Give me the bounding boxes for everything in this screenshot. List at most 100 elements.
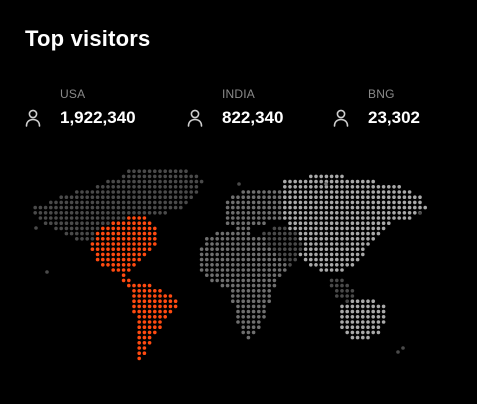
map-dot: [106, 247, 110, 251]
map-dot: [64, 195, 69, 199]
map-dot: [231, 289, 235, 293]
map-dot: [153, 289, 157, 293]
map-dot: [288, 211, 292, 215]
map-dot: [106, 226, 110, 231]
map-dot: [251, 205, 256, 210]
map-dot: [251, 211, 256, 215]
map-dot: [407, 211, 412, 215]
map-dot: [293, 179, 298, 184]
map-dot: [111, 263, 115, 267]
map-dot: [173, 169, 178, 173]
map-dot: [90, 195, 95, 199]
map-dot: [277, 237, 282, 241]
map-dot: [173, 195, 178, 199]
map-dot: [350, 237, 355, 241]
map-dot: [413, 211, 417, 215]
map-dot: [142, 195, 147, 199]
map-dot: [283, 205, 287, 210]
map-dot: [121, 195, 126, 199]
map-dot: [345, 304, 350, 309]
map-dot: [132, 211, 136, 215]
map-dot: [309, 242, 313, 246]
map-dot: [80, 195, 84, 199]
map-dot: [267, 211, 272, 215]
map-dot: [267, 283, 272, 288]
map-dot: [262, 263, 266, 267]
map-dot: [350, 315, 355, 319]
map-dot: [335, 226, 339, 231]
map-dot: [189, 185, 193, 189]
map-dot: [350, 335, 355, 340]
map-dot: [127, 211, 131, 215]
map-dot: [355, 226, 360, 231]
map-dot: [179, 185, 183, 189]
map-dot: [335, 174, 339, 179]
map-dot: [376, 216, 381, 220]
map-dot: [283, 179, 287, 184]
map-dot: [236, 216, 240, 220]
map-dot: [220, 283, 225, 288]
stat-value: 1,922,340: [60, 108, 136, 127]
map-dot: [277, 205, 282, 210]
map-dot: [277, 252, 282, 257]
map-dot: [210, 273, 214, 277]
map-dot: [225, 242, 230, 246]
map-dot: [127, 185, 131, 189]
map-dot: [335, 268, 339, 272]
map-dot: [142, 346, 147, 350]
map-dot: [158, 289, 162, 293]
map-dot: [132, 190, 136, 194]
map-dot: [418, 200, 422, 205]
world-map: [0, 160, 477, 380]
map-dot: [272, 257, 277, 262]
map-dot: [147, 325, 152, 329]
map-dot: [345, 205, 350, 210]
map-dot: [142, 211, 147, 215]
map-dot: [340, 195, 344, 199]
map-dot: [158, 299, 162, 303]
map-dot: [116, 216, 121, 220]
map-dot: [350, 211, 355, 215]
map-dot: [106, 237, 110, 241]
map-dot: [298, 190, 303, 194]
map-dot: [251, 315, 256, 319]
map-dot: [101, 263, 105, 267]
map-dot: [371, 226, 376, 231]
map-dot: [85, 200, 89, 205]
map-dot: [184, 200, 188, 205]
map-dot: [101, 190, 105, 194]
map-dot: [345, 325, 350, 329]
map-dot: [303, 216, 308, 220]
map-dot: [283, 226, 287, 231]
map-dot: [189, 195, 193, 199]
map-dot: [314, 247, 318, 251]
map-dot: [121, 190, 126, 194]
user-icon: [333, 109, 349, 127]
map-dot: [127, 226, 131, 231]
map-dot: [329, 179, 334, 184]
map-dot: [85, 195, 89, 199]
map-dot: [309, 174, 313, 179]
map-dot: [350, 330, 355, 335]
map-dot: [106, 257, 110, 262]
map-dot: [101, 200, 105, 205]
map-dot: [340, 174, 344, 179]
map-dot: [241, 190, 245, 194]
map-dot: [168, 200, 173, 205]
map-dot: [361, 299, 365, 303]
map-dot: [189, 174, 193, 179]
map-dot: [283, 257, 287, 262]
map-dot: [355, 190, 360, 194]
map-dot: [324, 257, 329, 262]
map-dot: [355, 299, 360, 303]
map-dot: [324, 216, 329, 220]
map-dot: [267, 268, 272, 272]
map-dot: [153, 231, 157, 236]
map-dot: [293, 242, 298, 246]
map-dot: [132, 242, 136, 246]
map-dot: [366, 231, 370, 236]
map-dot: [241, 205, 245, 210]
map-dot: [158, 325, 162, 329]
map-dot: [314, 221, 318, 225]
map-dot: [75, 237, 79, 241]
